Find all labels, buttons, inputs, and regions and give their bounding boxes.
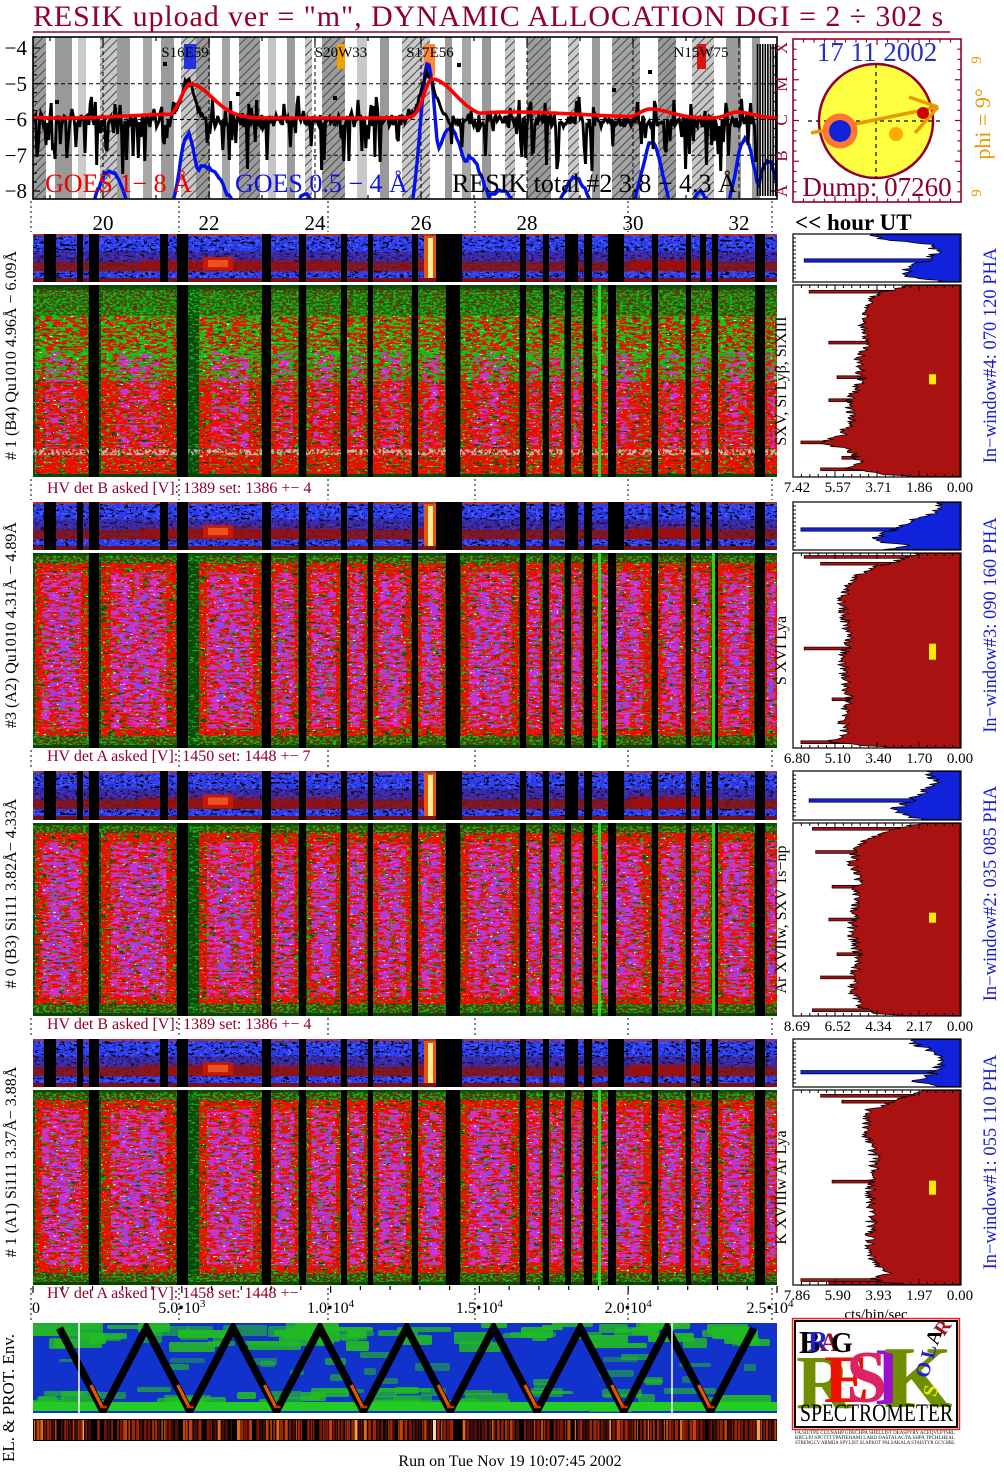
svg-text:S16E59: S16E59 (161, 45, 209, 61)
svg-text:BRT.LPJ SPCTTI TPATIEHAMI LARD: BRT.LPJ SPCTTI TPATIEHAMI LARD DASTALAGT… (795, 1436, 955, 1441)
svg-text:32: 32 (729, 211, 750, 235)
svg-text:3.93: 3.93 (865, 1288, 891, 1304)
svg-text:K XVIIIw Ar Lya: K XVIIIw Ar Lya (773, 1130, 790, 1244)
svg-text:In−window#2: 035 085 PHA: In−window#2: 035 085 PHA (981, 785, 1001, 1001)
svg-text:17 11 2002: 17 11 2002 (817, 37, 938, 67)
svg-text:# 1 (A1) Si111 3.37Å− 3.88Å: # 1 (A1) Si111 3.37Å− 3.88Å (2, 1066, 20, 1257)
svg-text:9: 9 (969, 56, 985, 64)
svg-text:G: G (831, 1328, 853, 1359)
svg-text:#3 (A2) Qu1010 4.31Å − 4.89Å: #3 (A2) Qu1010 4.31Å − 4.89Å (2, 522, 20, 728)
svg-text:S XVI Lya: S XVI Lya (773, 616, 790, 685)
svg-text:1.5•104: 1.5•104 (456, 1298, 504, 1317)
svg-text:A: A (772, 184, 791, 197)
svg-text:E: E (824, 1341, 869, 1417)
svg-text:EL. & PROT. Env.: EL. & PROT. Env. (0, 1334, 18, 1462)
svg-text:3.40: 3.40 (865, 751, 891, 767)
svg-text:phi = 9°: phi = 9° (970, 88, 995, 159)
svg-text:SXV, Si Lyβ, SiXIII: SXV, Si Lyβ, SiXIII (773, 316, 790, 445)
svg-text:STRENGCY ARMIJA SPYLIST SLAPKO: STRENGCY ARMIJA SPYLIST SLAPKOT PALSAKAL… (795, 1441, 955, 1446)
svg-text:0.00: 0.00 (947, 1288, 973, 1304)
svg-text:1.0•104: 1.0•104 (307, 1298, 355, 1317)
svg-text:2.5•104: 2.5•104 (746, 1298, 794, 1317)
svg-text:S17E56: S17E56 (406, 45, 454, 61)
svg-text:0.00: 0.00 (947, 480, 973, 496)
svg-text:HV det A asked [V]: 1458 set:: HV det A asked [V]: 1458 set: 1448 +− (47, 1285, 299, 1302)
svg-text:RESIK upload ver = "m", DYNAMI: RESIK upload ver = "m", DYNAMIC ALLOCATI… (33, 0, 944, 33)
svg-text:GOES 1− 8 Å: GOES 1− 8 Å (45, 169, 192, 198)
svg-text:L: L (917, 1343, 941, 1361)
svg-text:26: 26 (411, 211, 432, 235)
svg-text:−6: −6 (5, 108, 27, 132)
svg-text:8.69: 8.69 (784, 1019, 810, 1035)
svg-text:GOES 0.5 − 4 Å: GOES 0.5 − 4 Å (235, 169, 408, 198)
svg-text:0: 0 (32, 1300, 40, 1317)
svg-text:7.86: 7.86 (784, 1288, 811, 1304)
svg-text:3.71: 3.71 (865, 480, 891, 496)
svg-text:Dump: 07260: Dump: 07260 (802, 172, 951, 202)
svg-text:# 0 (B3) Si111 3.82Å− 4.33Å: # 0 (B3) Si111 3.82Å− 4.33Å (2, 798, 20, 988)
svg-text:RESIK total #2 3.8 − 4.3 Å: RESIK total #2 3.8 − 4.3 Å (452, 169, 737, 198)
svg-text:−4: −4 (5, 36, 28, 60)
svg-text:2.0•104: 2.0•104 (605, 1298, 653, 1317)
svg-text:1.97: 1.97 (906, 1288, 933, 1304)
svg-text:K: K (884, 1330, 952, 1427)
svg-text:6.52: 6.52 (825, 1019, 851, 1035)
svg-text:2.17: 2.17 (906, 1019, 933, 1035)
svg-text:A: A (820, 1328, 839, 1357)
svg-text:0.00: 0.00 (947, 751, 973, 767)
svg-text:6.80: 6.80 (784, 751, 810, 767)
svg-text:−7: −7 (5, 143, 27, 167)
svg-text:24: 24 (305, 211, 327, 235)
svg-text:1.70: 1.70 (906, 751, 932, 767)
svg-text:SPECTROMETER: SPECTROMETER (800, 1400, 953, 1427)
svg-text:5.57: 5.57 (825, 480, 852, 496)
svg-text:B: B (799, 1324, 820, 1360)
svg-text:1.86: 1.86 (906, 480, 933, 496)
svg-text:R: R (808, 1327, 829, 1358)
svg-text:22: 22 (199, 211, 220, 235)
svg-text:4.34: 4.34 (865, 1019, 892, 1035)
svg-text:5.0•103: 5.0•103 (158, 1298, 206, 1317)
svg-text:Ar XVIIw, SXV 1s−np: Ar XVIIw, SXV 1s−np (773, 845, 790, 993)
svg-text:−5: −5 (5, 72, 27, 96)
svg-text:5.90: 5.90 (825, 1288, 851, 1304)
svg-text:20: 20 (93, 211, 114, 235)
svg-text:O: O (912, 1360, 937, 1380)
svg-text:C: C (772, 114, 791, 125)
svg-text:9: 9 (969, 189, 985, 197)
svg-text:FA.SIUTPE CULNAHP GDECHPA SHEL: FA.SIUTPE CULNAHP GDECHPA SHELLIST DEASP… (795, 1431, 955, 1436)
svg-text:In−window#4: 070 120 PHA: In−window#4: 070 120 PHA (981, 247, 1001, 463)
svg-text:−8: −8 (5, 179, 27, 203)
svg-text:In−window#1: 055 110 PHA: In−window#1: 055 110 PHA (981, 1054, 1001, 1269)
svg-text:30: 30 (623, 211, 644, 235)
svg-text:B: B (772, 150, 791, 161)
svg-text:R: R (796, 1341, 852, 1425)
svg-text:S: S (846, 1337, 887, 1419)
svg-text:I: I (874, 1331, 906, 1422)
svg-text:In−window#3: 090 160 PHA: In−window#3: 090 160 PHA (981, 517, 1001, 733)
svg-text:<< hour UT: << hour UT (795, 210, 912, 235)
svg-text:N15W75: N15W75 (674, 45, 729, 61)
svg-text:7.42: 7.42 (784, 480, 810, 496)
svg-text:HV det B asked [V]: 1389 set: HV det B asked [V]: 1389 set: 1386 +− 4 (47, 480, 311, 497)
svg-text:M: M (772, 76, 791, 91)
svg-text:# 1 (B4) Qu1010 4.96Å − 6.09Å: # 1 (B4) Qu1010 4.96Å − 6.09Å (2, 251, 20, 460)
svg-text:S20W33: S20W33 (315, 45, 368, 61)
svg-text:X: X (772, 42, 791, 54)
svg-text:28: 28 (517, 211, 538, 235)
svg-text:Run on Tue Nov 19 10:07:45 200: Run on Tue Nov 19 10:07:45 2002 (398, 1453, 621, 1470)
svg-text:5.10: 5.10 (825, 751, 851, 767)
svg-text:S: S (919, 1383, 943, 1398)
svg-text:0.00: 0.00 (947, 1019, 973, 1035)
